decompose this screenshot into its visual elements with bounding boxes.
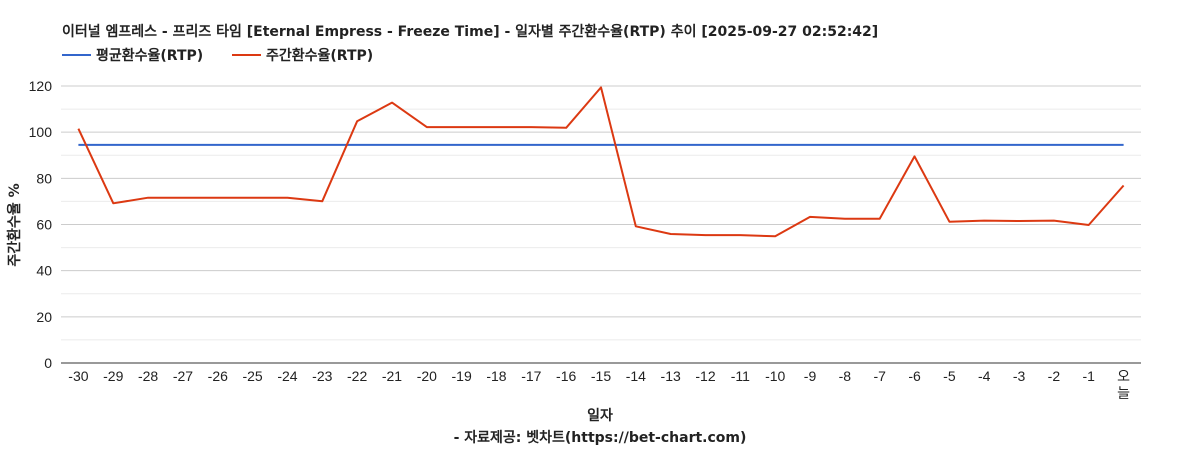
legend-label-average: 평균환수율(RTP) xyxy=(96,47,203,64)
x-tick-label: -27 xyxy=(173,368,193,384)
x-tick-label: -13 xyxy=(661,368,681,384)
x-tick-label: -1 xyxy=(1083,368,1096,384)
x-tick-label: -19 xyxy=(452,368,472,384)
x-tick-label: -21 xyxy=(382,368,402,384)
x-tick-label: -14 xyxy=(626,368,646,384)
x-tick-label: -10 xyxy=(765,368,785,384)
x-tick-label: -16 xyxy=(556,368,576,384)
x-tick-label: -6 xyxy=(908,368,921,384)
x-tick-label: -23 xyxy=(312,368,332,384)
grid xyxy=(61,85,1141,364)
x-tick-label: -7 xyxy=(873,368,886,384)
x-tick-label: -28 xyxy=(138,368,158,384)
x-tick-label: -11 xyxy=(731,368,750,384)
x-tick-label: -15 xyxy=(591,368,611,384)
y-tick-label: 120 xyxy=(29,78,53,94)
x-axis-ticks: -30 -29 -28 -27 -26 -25 -24 -23 -22 -21 -20 -19 -18-… xyxy=(68,368,1130,401)
legend: 평균환수율(RTP) 주간환수율(RTP) xyxy=(62,47,373,64)
series-line-weekly-rtp xyxy=(77,86,1125,238)
y-tick-label: 40 xyxy=(36,263,52,279)
x-tick-label: -18 xyxy=(486,368,506,384)
x-tick-label: -5 xyxy=(943,368,956,384)
source-credit: - 자료제공: 벳차트(https://bet-chart.com) xyxy=(454,429,747,446)
y-tick-label: 100 xyxy=(29,124,53,140)
x-axis-label: 일자 xyxy=(587,408,613,424)
chart-title: 이터널 엠프레스 - 프리즈 타임 [Eternal Empress - Fre… xyxy=(62,23,878,40)
x-tick-label: -30 xyxy=(68,368,88,384)
y-tick-label: 60 xyxy=(36,217,52,233)
x-tick-label: -8 xyxy=(839,368,852,384)
y-tick-label: 20 xyxy=(36,309,52,325)
x-tick-label: -26 xyxy=(208,368,228,384)
y-tick-label: 0 xyxy=(44,355,52,371)
x-tick-label: -29 xyxy=(103,368,123,384)
series-lines xyxy=(77,86,1125,238)
x-tick-label: -12 xyxy=(695,368,715,384)
x-tick-label: -24 xyxy=(277,368,297,384)
x-tick-label: -9 xyxy=(804,368,817,384)
y-axis-label: 주간환수율 % xyxy=(6,183,23,266)
legend-label-weekly: 주간환수율(RTP) xyxy=(266,47,373,64)
x-tick-label: -22 xyxy=(347,368,367,384)
y-axis-ticks: 0 20 40 60 80 100 120 xyxy=(29,78,53,371)
x-tick-label: -20 xyxy=(417,368,437,384)
x-tick-label: -25 xyxy=(242,368,262,384)
x-tick-label: -2 xyxy=(1048,368,1061,384)
x-tick-label: -4 xyxy=(978,368,991,384)
x-tick-label: -3 xyxy=(1013,368,1026,384)
x-tick-label: -17 xyxy=(521,368,541,384)
y-tick-label: 80 xyxy=(36,170,52,186)
